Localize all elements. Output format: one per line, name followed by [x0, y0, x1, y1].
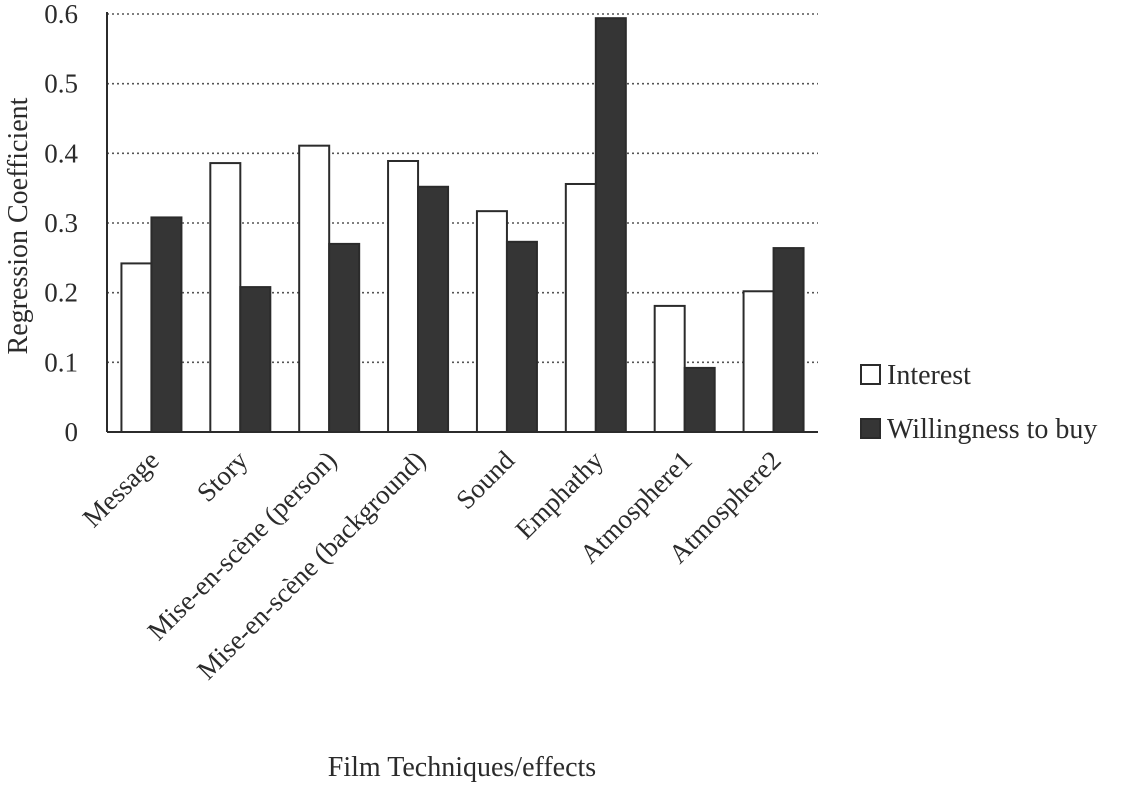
y-tick-label: 0.3: [44, 208, 78, 238]
y-tick-label: 0.4: [44, 138, 78, 168]
legend-swatch-willingness: [860, 418, 881, 439]
axes: [106, 12, 818, 433]
x-tick-label: Message: [77, 445, 165, 533]
interest-bar: [564, 182, 597, 433]
interest-bar: [742, 290, 775, 434]
willingness-bar: [683, 366, 716, 434]
y-tick-label: 0.2: [44, 278, 78, 308]
legend-label-willingness: Willingness to buy: [887, 414, 1097, 445]
willingness-bar: [772, 247, 805, 433]
interest-bar: [475, 210, 508, 433]
legend: Interest Willingness to buy: [860, 360, 1097, 445]
willingness-bar: [150, 216, 183, 433]
y-tick-labels: 0 0.1 0.2 0.3 0.4 0.5 0.6: [44, 0, 78, 447]
interest-bar: [298, 144, 331, 433]
willingness-bar: [594, 17, 627, 434]
interest-bar: [120, 262, 153, 434]
gridlines: [107, 13, 818, 364]
x-axis-title: Film Techniques/effects: [328, 752, 596, 783]
interest-bar: [653, 304, 686, 433]
willingness-bar: [239, 286, 272, 433]
willingness-bar: [505, 240, 538, 433]
y-tick-label: 0.6: [44, 0, 78, 29]
willingness-bar: [417, 185, 450, 433]
y-tick-label: 0: [65, 417, 79, 447]
y-axis-title: Regression Coefficient: [3, 97, 34, 354]
legend-label-interest: Interest: [887, 360, 971, 391]
interest-bar: [387, 159, 420, 433]
x-tick-label: Story: [191, 445, 254, 508]
willingness-bar: [328, 242, 361, 433]
interest-bar: [209, 162, 242, 433]
y-tick-label: 0.5: [44, 69, 78, 99]
y-tick-label: 0.1: [44, 347, 78, 377]
x-tick-label: Sound: [450, 445, 520, 515]
bars: [120, 17, 805, 434]
legend-swatch-interest: [860, 364, 881, 385]
